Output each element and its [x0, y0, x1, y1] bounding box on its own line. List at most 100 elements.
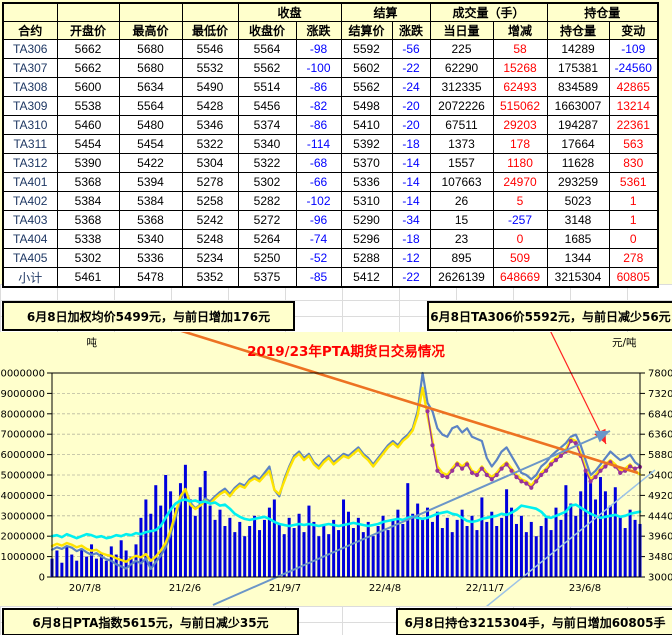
- volume-bar: [470, 515, 474, 577]
- value-cell: 5304: [181, 153, 239, 173]
- value-cell: -20: [391, 96, 431, 116]
- value-cell: 5290: [340, 210, 393, 230]
- blank-cell: [181, 2, 239, 22]
- left-axis-tick-label: 4000000: [0, 491, 45, 502]
- volume-bar: [174, 507, 178, 577]
- ta306-marker: [464, 462, 470, 467]
- value-cell: 5480: [118, 115, 183, 135]
- contract-cell: TA404: [2, 229, 58, 249]
- volume-bar: [519, 515, 523, 577]
- value-cell: 175381: [546, 58, 610, 78]
- right-axis-tick-label: 3000: [648, 573, 672, 584]
- volume-bar: [628, 509, 632, 577]
- ta306-marker: [460, 466, 465, 471]
- volume-bar: [569, 503, 573, 577]
- left-axis-tick-label: 5000000: [0, 471, 45, 482]
- contract-cell: TA306: [2, 39, 58, 59]
- volume-bar: [322, 523, 326, 577]
- volume-bar: [292, 528, 296, 577]
- blank-cell: [56, 2, 120, 22]
- volume-bar: [70, 554, 74, 577]
- value-cell: 5370: [340, 153, 393, 173]
- col-header-oi: 持仓量: [546, 21, 610, 40]
- contract-cell: TA308: [2, 77, 58, 97]
- left-axis-tick-label: 7000000: [0, 430, 45, 441]
- value-cell: 5242: [181, 210, 239, 230]
- value-cell: -82: [295, 96, 342, 116]
- volume-bar: [608, 505, 612, 577]
- index-price-line: [50, 371, 642, 570]
- value-cell: 24970: [492, 172, 548, 192]
- x-axis-label: 21/9/7: [269, 583, 301, 594]
- value-cell: 5368: [56, 172, 120, 192]
- left-axis-tick-label: 0: [39, 573, 45, 584]
- value-cell: 5361: [608, 172, 659, 192]
- orange-resistance-trendline: [180, 332, 639, 475]
- ta306-marker: [524, 481, 529, 486]
- volume-bar: [534, 536, 538, 577]
- value-cell: 5390: [56, 153, 120, 173]
- volume-bar: [302, 532, 306, 577]
- value-cell: 62290: [429, 58, 494, 78]
- value-cell: 0: [608, 229, 659, 249]
- table-row: TA309 5538 5564 5428 5456 -82 5498 -20 2072226 51…: [2, 96, 659, 116]
- volume-bar: [104, 560, 108, 577]
- value-cell: -12: [391, 248, 431, 268]
- volume-bar: [193, 515, 197, 577]
- value-cell: -56: [391, 39, 431, 59]
- value-cell: 648669: [492, 267, 548, 288]
- left-axis-tick-label: 10000000: [0, 369, 45, 380]
- x-axis-label: 22/11/7: [466, 583, 505, 594]
- value-cell: 5498: [340, 96, 393, 116]
- value-cell: -14: [391, 172, 431, 192]
- open-interest-line: [50, 498, 642, 540]
- value-cell: -68: [295, 153, 342, 173]
- col-header-low: 最低价: [181, 21, 239, 40]
- volume-bar: [183, 464, 187, 577]
- value-cell: -86: [295, 77, 342, 97]
- volume-bar: [381, 515, 385, 577]
- col-header-volume-chg: 增减: [492, 21, 548, 40]
- ta306-marker: [603, 464, 608, 469]
- settle-price-line: [50, 386, 642, 563]
- table-row: 小计 5461 5478 5352 5375 -85 5412 -22 2626139 64866…: [2, 267, 659, 288]
- contract-cell: TA309: [2, 96, 58, 116]
- volume-bar: [60, 562, 64, 577]
- ta306-marker: [514, 475, 519, 480]
- ta306-marker: [504, 462, 509, 467]
- ta306-marker: [509, 468, 514, 473]
- value-cell: -66: [295, 172, 342, 192]
- value-cell: 5392: [340, 134, 393, 154]
- volume-bar: [139, 517, 143, 577]
- value-cell: 178: [492, 134, 548, 154]
- right-axis-tick-label: 4920: [648, 491, 672, 502]
- volume-bar: [594, 499, 598, 577]
- volume-bar: [579, 491, 583, 577]
- table-row: TA402 5384 5384 5258 5282 -102 5310 -14 26 5 5023 1: [2, 191, 659, 211]
- value-cell: 5634: [118, 77, 183, 97]
- volume-bar: [90, 544, 94, 577]
- value-cell: 5340: [237, 134, 297, 154]
- table-header-row: 合约 开盘价 最高价 最低价 收盘价 涨跌 结算价 涨跌 当日量 增减 持仓量 …: [2, 21, 659, 40]
- contract-cell: TA312: [2, 153, 58, 173]
- volume-bar: [55, 550, 59, 577]
- volume-bar: [490, 511, 494, 577]
- value-cell: 67511: [429, 115, 494, 135]
- contract-cell: TA307: [2, 58, 58, 78]
- note-pta-index: 6月8日PTA指数5615元，与前日减少35元: [2, 608, 299, 635]
- volume-bar: [114, 554, 118, 577]
- group-header-close: 收盘: [237, 2, 342, 22]
- volume-bar: [198, 487, 202, 577]
- value-cell: 5340: [118, 229, 183, 249]
- volume-bar: [366, 521, 370, 577]
- ta306-marker: [539, 472, 544, 478]
- col-header-day-volume: 当日量: [429, 21, 494, 40]
- value-cell: 5662: [56, 39, 120, 59]
- volume-bar: [159, 505, 163, 577]
- volume-bar: [287, 517, 291, 577]
- volume-bar: [445, 517, 449, 577]
- value-cell: 5346: [181, 115, 239, 135]
- blue-support-arrowhead: [594, 430, 610, 443]
- ta306-marker: [494, 472, 499, 478]
